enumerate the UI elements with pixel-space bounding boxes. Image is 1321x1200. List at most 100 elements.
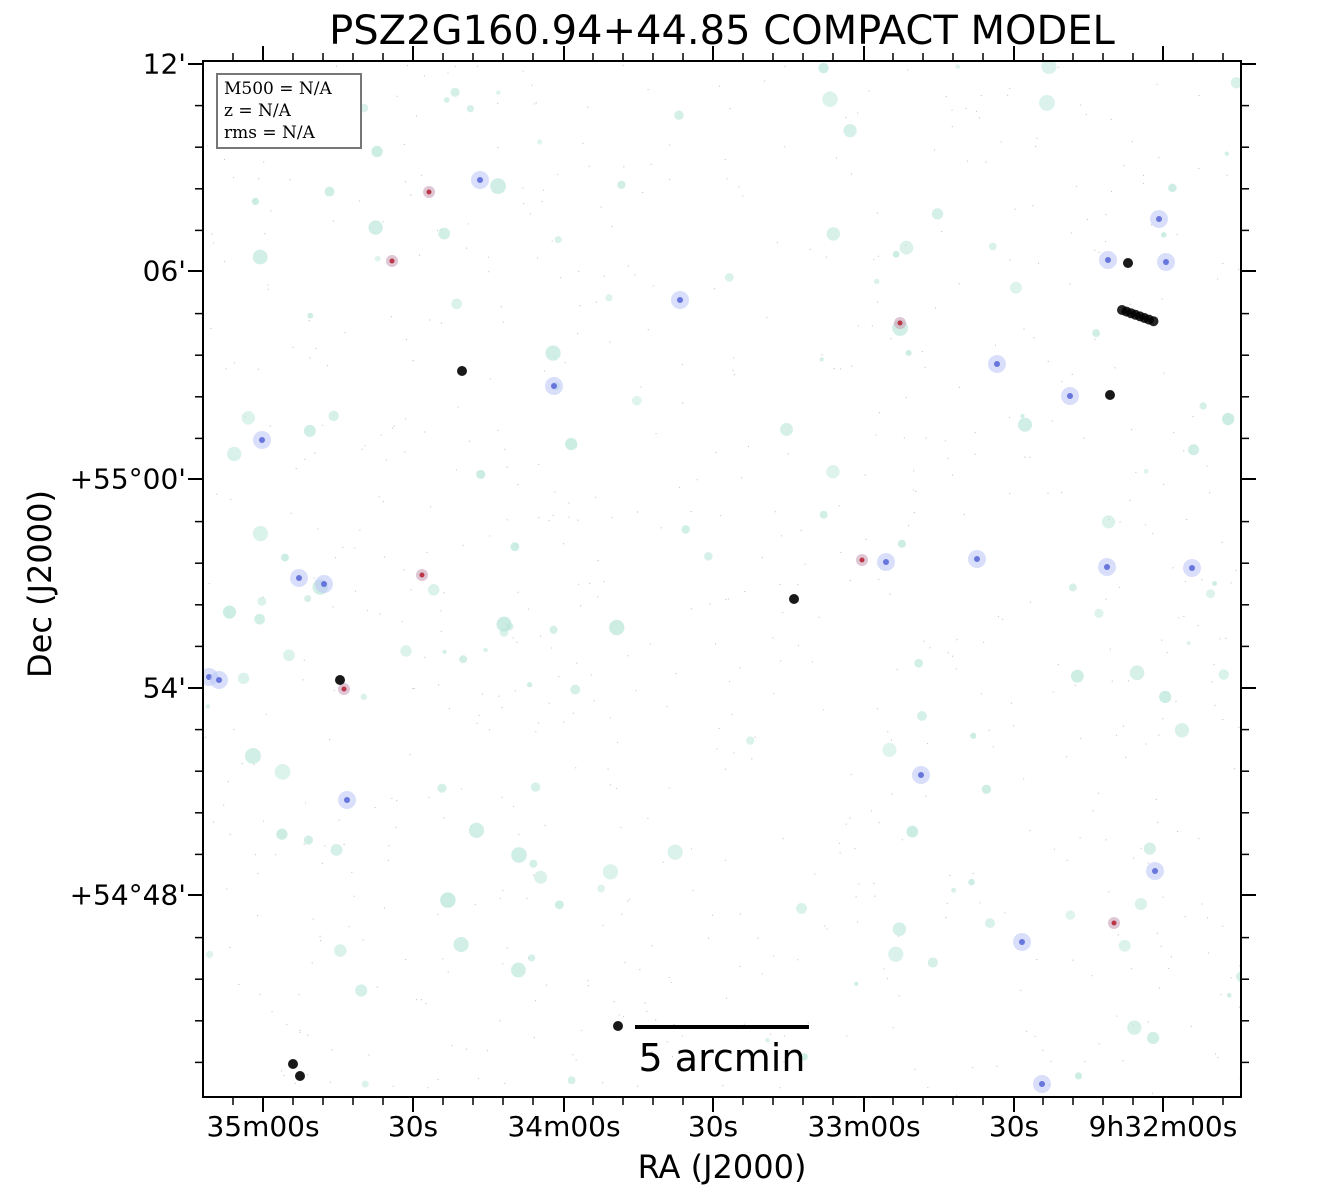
noise-speckle — [311, 962, 313, 964]
noise-speckle — [564, 361, 566, 364]
noise-speckle — [388, 845, 390, 847]
noise-speckle — [983, 641, 985, 643]
noise-speckle — [343, 843, 345, 846]
noise-speckle — [212, 821, 214, 823]
noise-speckle — [1119, 521, 1121, 523]
noise-speckle — [576, 662, 578, 664]
bright-source — [1105, 390, 1115, 400]
noise-speckle — [838, 505, 840, 507]
noise-speckle — [1009, 87, 1011, 90]
noise-speckle — [344, 331, 346, 334]
faint-source — [888, 946, 904, 962]
noise-speckle — [562, 543, 565, 545]
red-source-core — [341, 686, 347, 692]
noise-speckle — [551, 647, 553, 649]
faint-source — [374, 255, 381, 262]
noise-speckle — [204, 736, 207, 738]
noise-speckle — [907, 69, 909, 71]
noise-speckle — [313, 577, 315, 579]
noise-speckle — [996, 1065, 998, 1067]
noise-speckle — [798, 1059, 800, 1062]
noise-speckle — [488, 271, 490, 273]
noise-speckle — [578, 583, 580, 585]
noise-speckle — [1098, 792, 1100, 794]
noise-speckle — [497, 102, 499, 104]
noise-speckle — [590, 674, 592, 676]
noise-speckle — [849, 817, 851, 819]
noise-speckle — [951, 126, 953, 128]
noise-speckle — [1150, 224, 1153, 226]
noise-speckle — [666, 705, 668, 708]
faint-source — [536, 139, 543, 145]
noise-speckle — [892, 1027, 894, 1029]
noise-speckle — [551, 240, 553, 242]
faint-source — [438, 227, 451, 240]
noise-speckle — [1230, 977, 1232, 979]
faint-source — [1143, 468, 1149, 474]
noise-speckle — [988, 729, 990, 731]
noise-speckle — [923, 640, 925, 642]
noise-speckle — [428, 796, 430, 799]
noise-speckle — [429, 319, 431, 321]
noise-speckle — [556, 173, 558, 176]
noise-speckle — [546, 984, 548, 986]
faint-source — [468, 822, 485, 838]
noise-speckle — [568, 516, 570, 518]
noise-speckle — [647, 329, 649, 331]
faint-source — [1129, 665, 1145, 681]
noise-speckle — [1238, 726, 1240, 728]
noise-speckle — [623, 1015, 625, 1018]
faint-source — [1206, 589, 1216, 599]
noise-speckle — [383, 907, 386, 909]
noise-speckle — [312, 918, 314, 920]
noise-speckle — [747, 445, 750, 448]
faint-source — [1212, 581, 1217, 586]
noise-speckle — [914, 1068, 916, 1070]
noise-speckle — [331, 1049, 333, 1051]
noise-speckle — [607, 768, 609, 770]
noise-speckle — [412, 687, 414, 690]
noise-speckle — [1211, 681, 1213, 683]
noise-speckle — [353, 895, 355, 897]
blue-source-core — [296, 575, 302, 581]
noise-speckle — [780, 660, 782, 662]
bright-source — [613, 1021, 623, 1031]
noise-speckle — [421, 999, 423, 1001]
noise-speckle — [1184, 915, 1186, 918]
noise-speckle — [368, 1054, 370, 1056]
noise-speckle — [652, 285, 654, 287]
noise-speckle — [351, 871, 353, 874]
noise-speckle — [927, 1086, 929, 1089]
noise-speckle — [673, 1024, 675, 1026]
noise-speckle — [321, 862, 324, 864]
faint-source — [674, 110, 684, 121]
noise-speckle — [668, 787, 670, 789]
noise-speckle — [1023, 778, 1025, 780]
noise-speckle — [825, 256, 827, 258]
noise-speckle — [782, 837, 784, 840]
noise-speckle — [890, 338, 892, 340]
noise-speckle — [232, 176, 235, 179]
noise-speckle — [1209, 492, 1211, 494]
faint-source — [605, 294, 613, 302]
faint-source — [927, 957, 938, 968]
noise-speckle — [226, 888, 228, 890]
faint-source — [1143, 842, 1156, 855]
noise-speckle — [1161, 298, 1163, 300]
red-source-core — [859, 557, 865, 563]
faint-source — [361, 1080, 369, 1088]
faint-source — [442, 649, 447, 654]
noise-speckle — [298, 993, 300, 996]
noise-speckle — [822, 709, 824, 711]
faint-source — [1118, 939, 1131, 952]
noise-speckle — [624, 962, 626, 964]
noise-speckle — [1226, 174, 1228, 176]
faint-source — [906, 825, 919, 838]
noise-speckle — [403, 569, 405, 571]
noise-speckle — [502, 890, 504, 892]
noise-speckle — [577, 519, 579, 521]
noise-speckle — [460, 788, 462, 790]
noise-speckle — [1183, 450, 1185, 452]
noise-speckle — [716, 748, 718, 750]
noise-speckle — [522, 202, 525, 205]
